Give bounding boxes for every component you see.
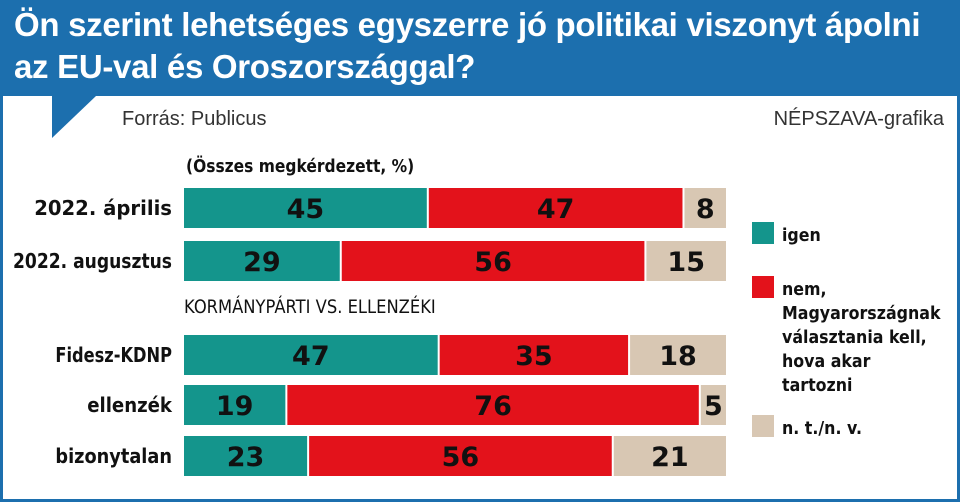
banner-notch <box>52 96 96 138</box>
legend-label-nt-nv: n. t./n. v. <box>782 418 863 439</box>
bar-value-igen-3: 19 <box>216 391 254 422</box>
bar-nem-3 <box>287 385 699 425</box>
chart-subtitle: (Összes megkérdezett, %) <box>186 156 415 177</box>
bar-nem-0 <box>428 188 683 228</box>
source-note: Forrás: Publicus <box>122 108 267 130</box>
bar-nem-4 <box>309 436 612 476</box>
bar-nt-nv-3 <box>700 385 726 425</box>
bar-value-nem-4: 56 <box>442 442 480 473</box>
legend-label-nem: nem, Magyarországnak választania kell, h… <box>782 279 941 396</box>
bar-value-nt-nv-4: 21 <box>651 442 689 473</box>
bar-igen-0 <box>184 188 427 228</box>
bar-value-nem-2: 35 <box>515 341 553 372</box>
chart-title: Ön szerint lehetséges egyszerre jó polit… <box>14 6 921 85</box>
bar-nt-nv-1 <box>646 241 726 281</box>
bar-value-nt-nv-1: 15 <box>667 247 705 278</box>
group-heading: KORMÁNYPÁRTI VS. ELLENZÉKI <box>184 296 436 318</box>
bar-value-nt-nv-0: 8 <box>696 194 715 225</box>
bar-nt-nv-0 <box>684 188 726 228</box>
bar-nt-nv-4 <box>613 436 726 476</box>
bar-igen-4 <box>184 436 308 476</box>
bar-value-nem-3: 76 <box>474 391 512 422</box>
bar-value-igen-1: 29 <box>243 247 281 278</box>
bar-value-nt-nv-2: 18 <box>659 341 697 372</box>
bar-nem-2 <box>439 335 629 375</box>
legend-swatch-nt-nv <box>752 415 774 437</box>
bar-igen-1 <box>184 241 340 281</box>
bar-value-igen-2: 47 <box>292 341 330 372</box>
row-label-0: 2022. április <box>34 196 172 220</box>
row-label-3: ellenzék <box>87 393 172 417</box>
bar-nt-nv-2 <box>630 335 726 375</box>
bar-igen-3 <box>184 385 286 425</box>
row-label-1: 2022. augusztus <box>13 249 172 273</box>
row-label-4: bizonytalan <box>55 444 172 468</box>
legend-swatch-igen <box>752 222 774 244</box>
legend-swatch-nem <box>752 276 774 298</box>
bar-value-nt-nv-3: 5 <box>704 391 723 422</box>
bar-value-nem-0: 47 <box>537 194 575 225</box>
bar-value-igen-0: 45 <box>287 194 325 225</box>
legend-label-igen: igen <box>782 225 821 246</box>
bar-nem-1 <box>341 241 645 281</box>
bar-value-nem-1: 56 <box>474 247 512 278</box>
bar-value-igen-4: 23 <box>227 442 265 473</box>
graphic-credit: NÉPSZAVA-grafika <box>773 108 944 130</box>
bar-igen-2 <box>184 335 438 375</box>
row-label-2: Fidesz-KDNP <box>55 343 172 367</box>
title-banner: Ön szerint lehetséges egyszerre jó polit… <box>0 0 960 96</box>
